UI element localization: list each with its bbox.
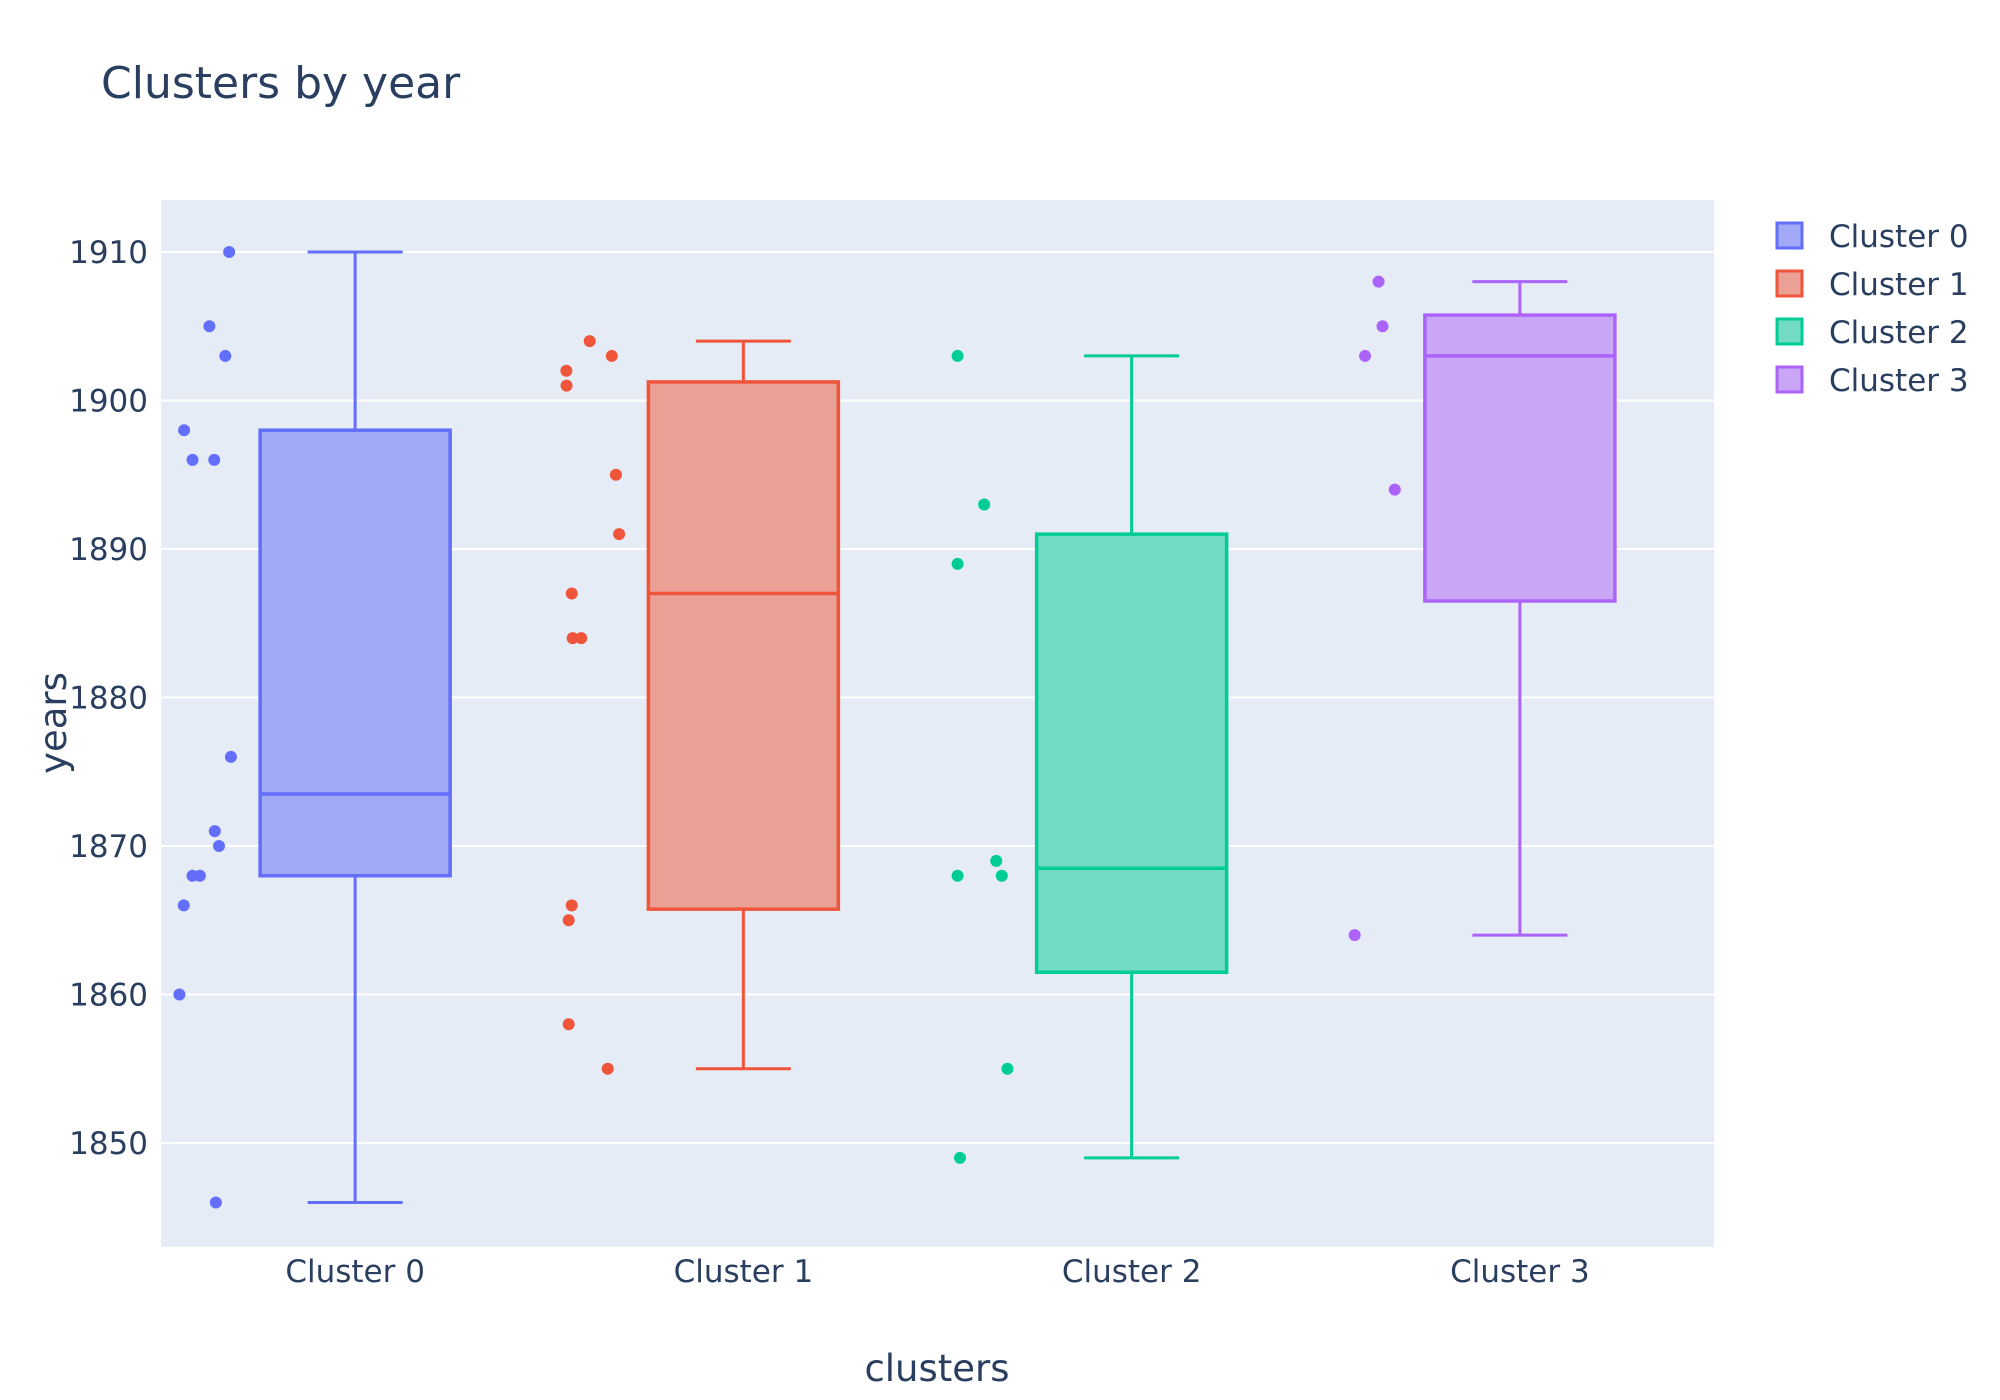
data-point [995,869,1008,882]
legend-label: Cluster 0 [1829,219,1969,255]
x-tick-label: Cluster 0 [285,1254,425,1290]
data-point [1001,1062,1014,1075]
x-tick-label: Cluster 1 [674,1254,814,1290]
y-tick-label: 1850 [69,1126,148,1162]
data-point [583,335,596,348]
data-point [223,245,236,258]
legend-swatch [1775,221,1804,250]
data-point [951,557,964,570]
data-point [208,825,221,838]
y-tick-label: 1860 [69,978,148,1014]
legend-label: Cluster 3 [1829,363,1969,399]
legend-item[interactable]: Cluster 0 [1775,219,1969,255]
iqr-box [1034,532,1229,975]
data-point [1359,349,1372,362]
iqr-box [646,380,841,911]
box-series-3 [1348,275,1617,942]
data-point [566,632,579,645]
x-tick-label: Cluster 3 [1450,1254,1590,1290]
x-tick-label: Cluster 2 [1062,1254,1202,1290]
y-tick-label: 1910 [69,235,148,271]
legend-item[interactable]: Cluster 3 [1775,363,1969,399]
y-tick-label: 1900 [69,383,148,419]
data-point [219,349,232,362]
y-tick-labels: 1850 1860 1870 1880 1890 1900 1910 [69,235,148,1162]
chart-title: Clusters by year [101,58,461,109]
data-point [951,349,964,362]
data-point [562,1018,575,1031]
data-point [951,869,964,882]
y-tick-label: 1870 [69,829,148,865]
data-point [565,587,578,600]
data-point [177,899,190,912]
y-tick-label: 1890 [69,532,148,568]
data-point [186,453,199,466]
legend-swatch [1775,317,1804,346]
y-axis-title: years [32,672,75,774]
y-tick-label: 1880 [69,681,148,717]
data-point [565,899,578,912]
iqr-box [1423,313,1617,603]
data-point [990,854,1003,867]
data-point [173,988,186,1001]
data-point [609,468,622,481]
legend-item[interactable]: Cluster 1 [1775,267,1969,303]
data-point [193,869,206,882]
data-point [203,320,216,333]
data-point [224,750,237,763]
data-point [560,379,573,392]
data-point [1388,483,1401,496]
data-point [1372,275,1385,288]
data-point [1376,320,1389,333]
data-point [1348,929,1361,942]
box-series-2 [951,349,1229,1164]
data-point [954,1151,967,1164]
data-point [605,349,618,362]
data-point [978,498,991,511]
legend-item[interactable]: Cluster 2 [1775,315,1969,351]
data-point [208,453,221,466]
legend-label: Cluster 1 [1829,267,1969,303]
legend-label: Cluster 2 [1829,315,1969,351]
box-series-1 [560,335,841,1075]
box-series [173,245,1617,1209]
x-tick-labels: Cluster 0 Cluster 1 Cluster 2 Cluster 3 [285,1254,1589,1290]
data-point [562,914,575,927]
data-point [212,840,225,853]
legend-swatch [1775,365,1804,394]
data-point [575,632,588,645]
data-point [613,528,626,541]
data-point [560,364,573,377]
legend: Cluster 0 Cluster 1 Cluster 2 Cluster 3 [1775,219,1969,399]
data-point [178,424,191,437]
legend-swatch [1775,269,1804,298]
data-point [209,1196,222,1209]
data-point [601,1062,614,1075]
iqr-box [258,428,452,878]
x-axis-title: clusters [864,1347,1009,1390]
box-series-0 [173,245,452,1209]
